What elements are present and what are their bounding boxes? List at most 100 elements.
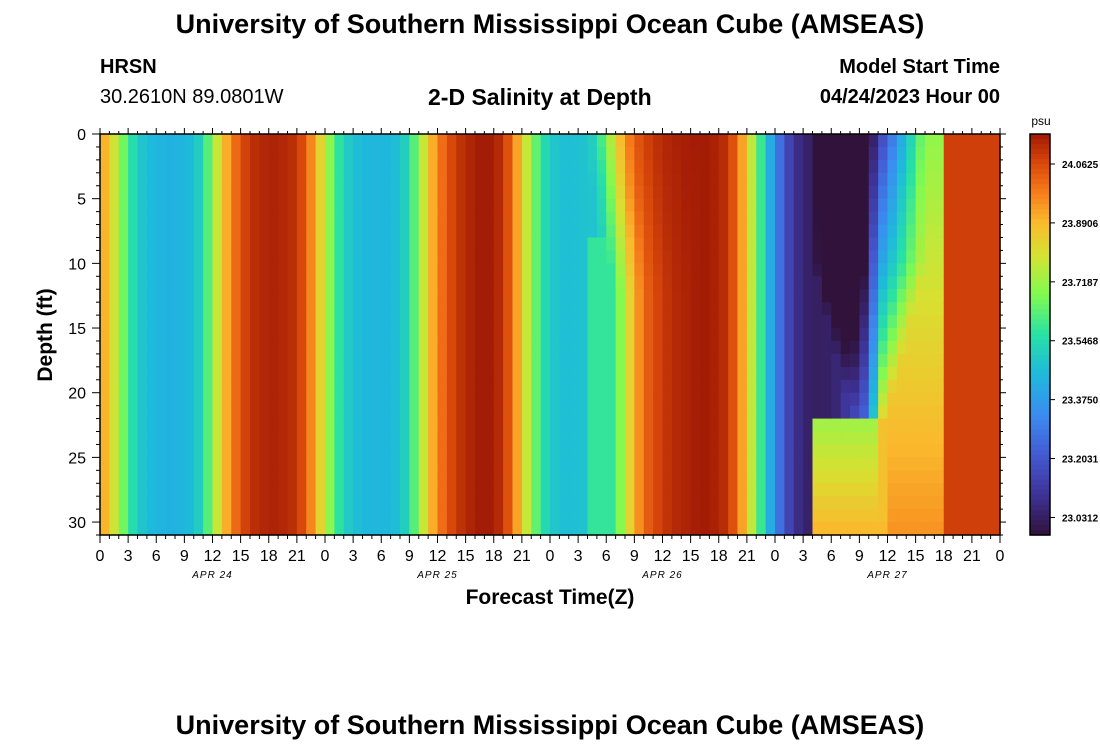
heatmap-cell	[446, 392, 457, 407]
heatmap-cell	[315, 276, 326, 290]
heatmap-cell	[606, 418, 617, 433]
heatmap-cell	[165, 483, 176, 497]
heatmap-cell	[587, 405, 598, 420]
heatmap-cell	[437, 302, 448, 316]
x-tick-label: 6	[602, 548, 611, 565]
heatmap-cell	[906, 509, 917, 523]
heatmap-cell	[915, 392, 926, 407]
heatmap-cell	[868, 509, 879, 523]
heatmap-cell	[362, 509, 373, 523]
heatmap-cell	[221, 457, 232, 471]
heatmap-cell	[868, 418, 879, 433]
heatmap-cell	[550, 237, 560, 252]
heatmap-cell	[475, 470, 485, 484]
heatmap-cell	[278, 315, 289, 329]
colorbar-segment	[1030, 204, 1050, 210]
heatmap-cell	[784, 379, 795, 394]
heatmap-cell	[803, 263, 814, 277]
heatmap-cell	[231, 444, 242, 458]
heatmap-cell	[859, 172, 870, 187]
heatmap-cell	[240, 457, 251, 471]
heatmap-cell	[240, 522, 251, 536]
heatmap-cell	[193, 340, 204, 355]
heatmap-cell	[756, 457, 767, 471]
heatmap-cell	[343, 470, 354, 484]
heatmap-cell	[718, 224, 729, 239]
heatmap-cell	[934, 250, 945, 264]
heatmap-cell	[878, 146, 889, 161]
heatmap-cell	[812, 211, 823, 226]
heatmap-cell	[203, 470, 214, 484]
x-tick-label: 15	[682, 548, 700, 565]
model-start-value: 04/24/2023 Hour 00	[819, 86, 1000, 108]
heatmap-cell	[493, 444, 504, 458]
heatmap-cell	[953, 366, 964, 381]
heatmap-cell	[484, 379, 495, 394]
heatmap-cell	[728, 431, 739, 446]
heatmap-cell	[137, 509, 148, 523]
heatmap-cell	[606, 366, 617, 381]
heatmap-cell	[925, 379, 935, 394]
heatmap-cell	[606, 444, 617, 458]
heatmap-cell	[315, 444, 326, 458]
heatmap-cell	[821, 159, 832, 174]
heatmap-cell	[559, 496, 570, 510]
heatmap-cell	[559, 405, 570, 420]
heatmap-cell	[287, 340, 298, 355]
x-tick-label: 18	[935, 548, 953, 565]
heatmap-cell	[578, 263, 589, 277]
heatmap-cell	[259, 379, 270, 394]
heatmap-cell	[962, 198, 973, 213]
footer-title: University of Southern Mississippi Ocean…	[175, 710, 925, 740]
heatmap-cell	[962, 457, 973, 471]
heatmap-cell	[456, 237, 467, 252]
heatmap-cell	[831, 340, 842, 355]
heatmap-cell	[859, 366, 870, 381]
heatmap-cell	[315, 483, 326, 497]
heatmap-cell	[906, 470, 917, 484]
heatmap-cell	[550, 379, 560, 394]
heatmap-cell	[512, 224, 523, 239]
heatmap-cell	[756, 328, 767, 342]
heatmap-cell	[437, 457, 448, 471]
heatmap-cell	[512, 340, 523, 355]
heatmap-cell	[737, 198, 748, 213]
heatmap-cell	[184, 224, 195, 239]
heatmap-cell	[943, 302, 954, 316]
heatmap-cell	[831, 483, 842, 497]
heatmap-cell	[146, 250, 157, 264]
heatmap-cell	[831, 353, 842, 368]
heatmap-cell	[662, 483, 673, 497]
heatmap-cell	[793, 172, 804, 187]
heatmap-cell	[493, 276, 504, 290]
x-tick-label: 9	[630, 548, 639, 565]
heatmap-cell	[100, 328, 110, 342]
heatmap-cell	[278, 366, 289, 381]
heatmap-cell	[353, 237, 364, 252]
heatmap-cell	[137, 483, 148, 497]
heatmap-cell	[606, 431, 617, 446]
heatmap-cell	[896, 146, 907, 161]
heatmap-cell	[362, 405, 373, 420]
heatmap-cell	[465, 522, 476, 536]
colorbar-segment	[1030, 349, 1050, 356]
y-axis-label: Depth (ft)	[34, 288, 57, 381]
heatmap-cell	[606, 483, 617, 497]
heatmap-cell	[250, 457, 260, 471]
heatmap-cell	[596, 172, 607, 187]
heatmap-cell	[690, 237, 701, 252]
heatmap-cell	[803, 483, 814, 497]
heatmap-cell	[353, 366, 364, 381]
heatmap-cell	[475, 289, 485, 303]
heatmap-cell	[118, 392, 129, 407]
heatmap-cell	[615, 224, 626, 239]
heatmap-cell	[559, 431, 570, 446]
heatmap-cell	[296, 237, 307, 252]
heatmap-cell	[568, 198, 579, 213]
heatmap-cell	[700, 328, 710, 342]
heatmap-cell	[512, 250, 523, 264]
heatmap-cell	[953, 470, 964, 484]
heatmap-cell	[156, 522, 167, 536]
heatmap-cell	[671, 159, 682, 174]
heatmap-cell	[634, 289, 645, 303]
